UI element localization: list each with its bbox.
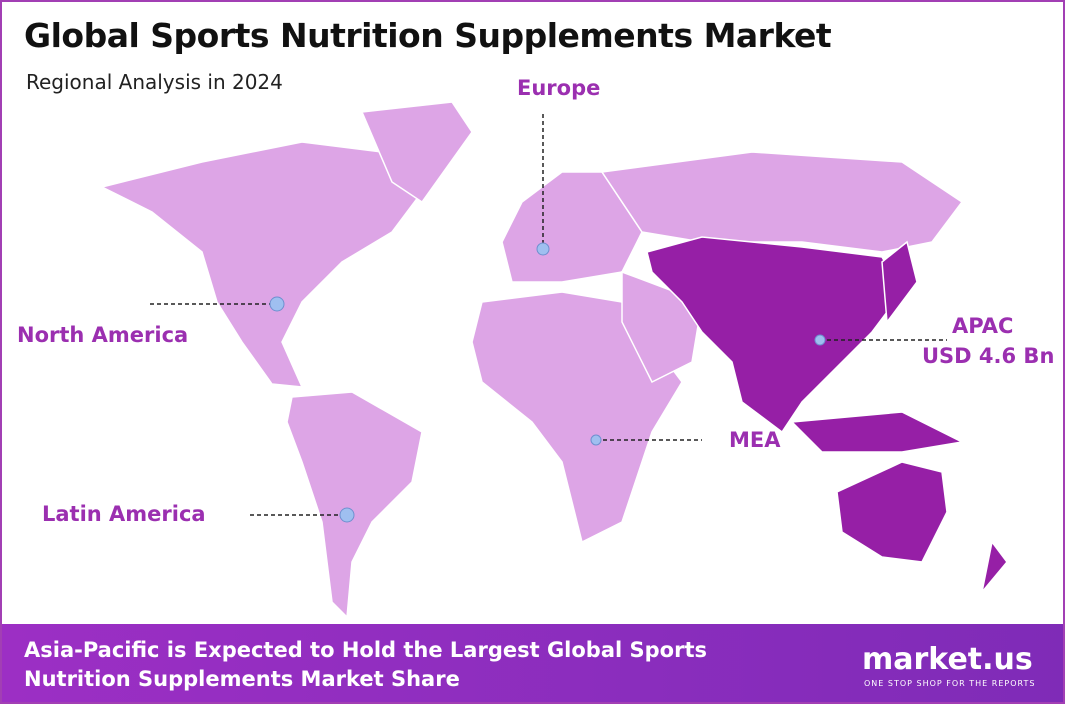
title: Global Sports Nutrition Supplements Mark… xyxy=(24,16,832,55)
mea-marker xyxy=(590,434,602,446)
region-label: MEA xyxy=(729,428,781,452)
region-label: APAC xyxy=(952,314,1014,338)
north-america-marker xyxy=(269,296,285,312)
north-america xyxy=(99,141,423,388)
region-label: Europe xyxy=(517,76,601,100)
region-label: Latin America xyxy=(42,502,206,526)
region-label: North America xyxy=(17,323,189,347)
footer-text: Asia-Pacific is Expected to Hold the Lar… xyxy=(24,638,708,691)
south-america xyxy=(286,391,423,619)
logo-tagline: ONE STOP SHOP FOR THE REPORTS xyxy=(864,679,1036,688)
latin-america-marker xyxy=(339,507,355,523)
logo: market.us xyxy=(862,642,1033,677)
north-asia xyxy=(600,151,964,253)
subtitle: Regional Analysis in 2024 xyxy=(26,70,283,94)
greenland xyxy=(360,101,473,204)
africa xyxy=(471,291,683,544)
indonesia xyxy=(790,411,965,453)
japan xyxy=(881,240,918,325)
europe-marker xyxy=(536,242,550,256)
footer: Asia-Pacific is Expected to Hold the Lar… xyxy=(2,624,1063,702)
apac-marker xyxy=(814,334,826,346)
region-value: USD 4.6 Bn xyxy=(922,344,1055,368)
new-zealand xyxy=(981,540,1008,593)
asia-pacific xyxy=(646,236,903,434)
australia xyxy=(836,461,948,563)
